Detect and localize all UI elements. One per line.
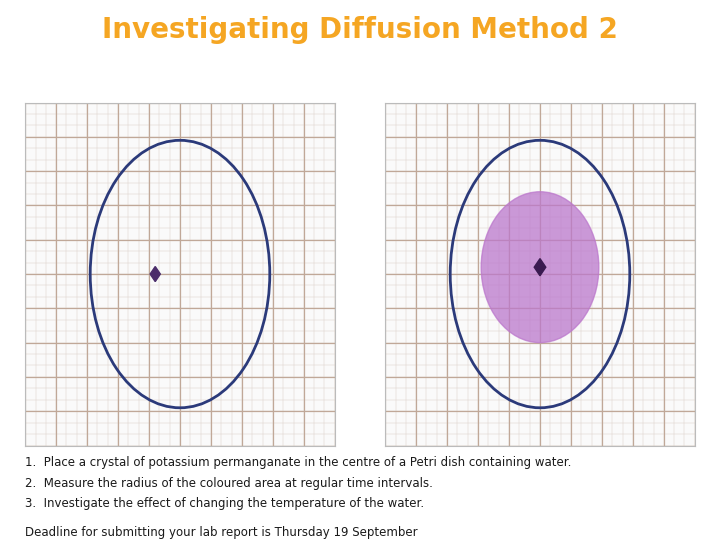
Text: 3.  Investigate the effect of changing the temperature of the water.: 3. Investigate the effect of changing th… <box>25 497 424 510</box>
Text: Deadline for submitting your lab report is Thursday 19 September: Deadline for submitting your lab report … <box>25 526 418 539</box>
Ellipse shape <box>481 192 599 342</box>
Text: 2.  Measure the radius of the coloured area at regular time intervals.: 2. Measure the radius of the coloured ar… <box>25 477 433 490</box>
Text: Investigating Diffusion Method 2: Investigating Diffusion Method 2 <box>102 16 618 44</box>
Text: 1.  Place a crystal of potassium permanganate in the centre of a Petri dish cont: 1. Place a crystal of potassium permanga… <box>25 456 572 469</box>
Polygon shape <box>534 259 546 276</box>
Polygon shape <box>150 267 161 281</box>
